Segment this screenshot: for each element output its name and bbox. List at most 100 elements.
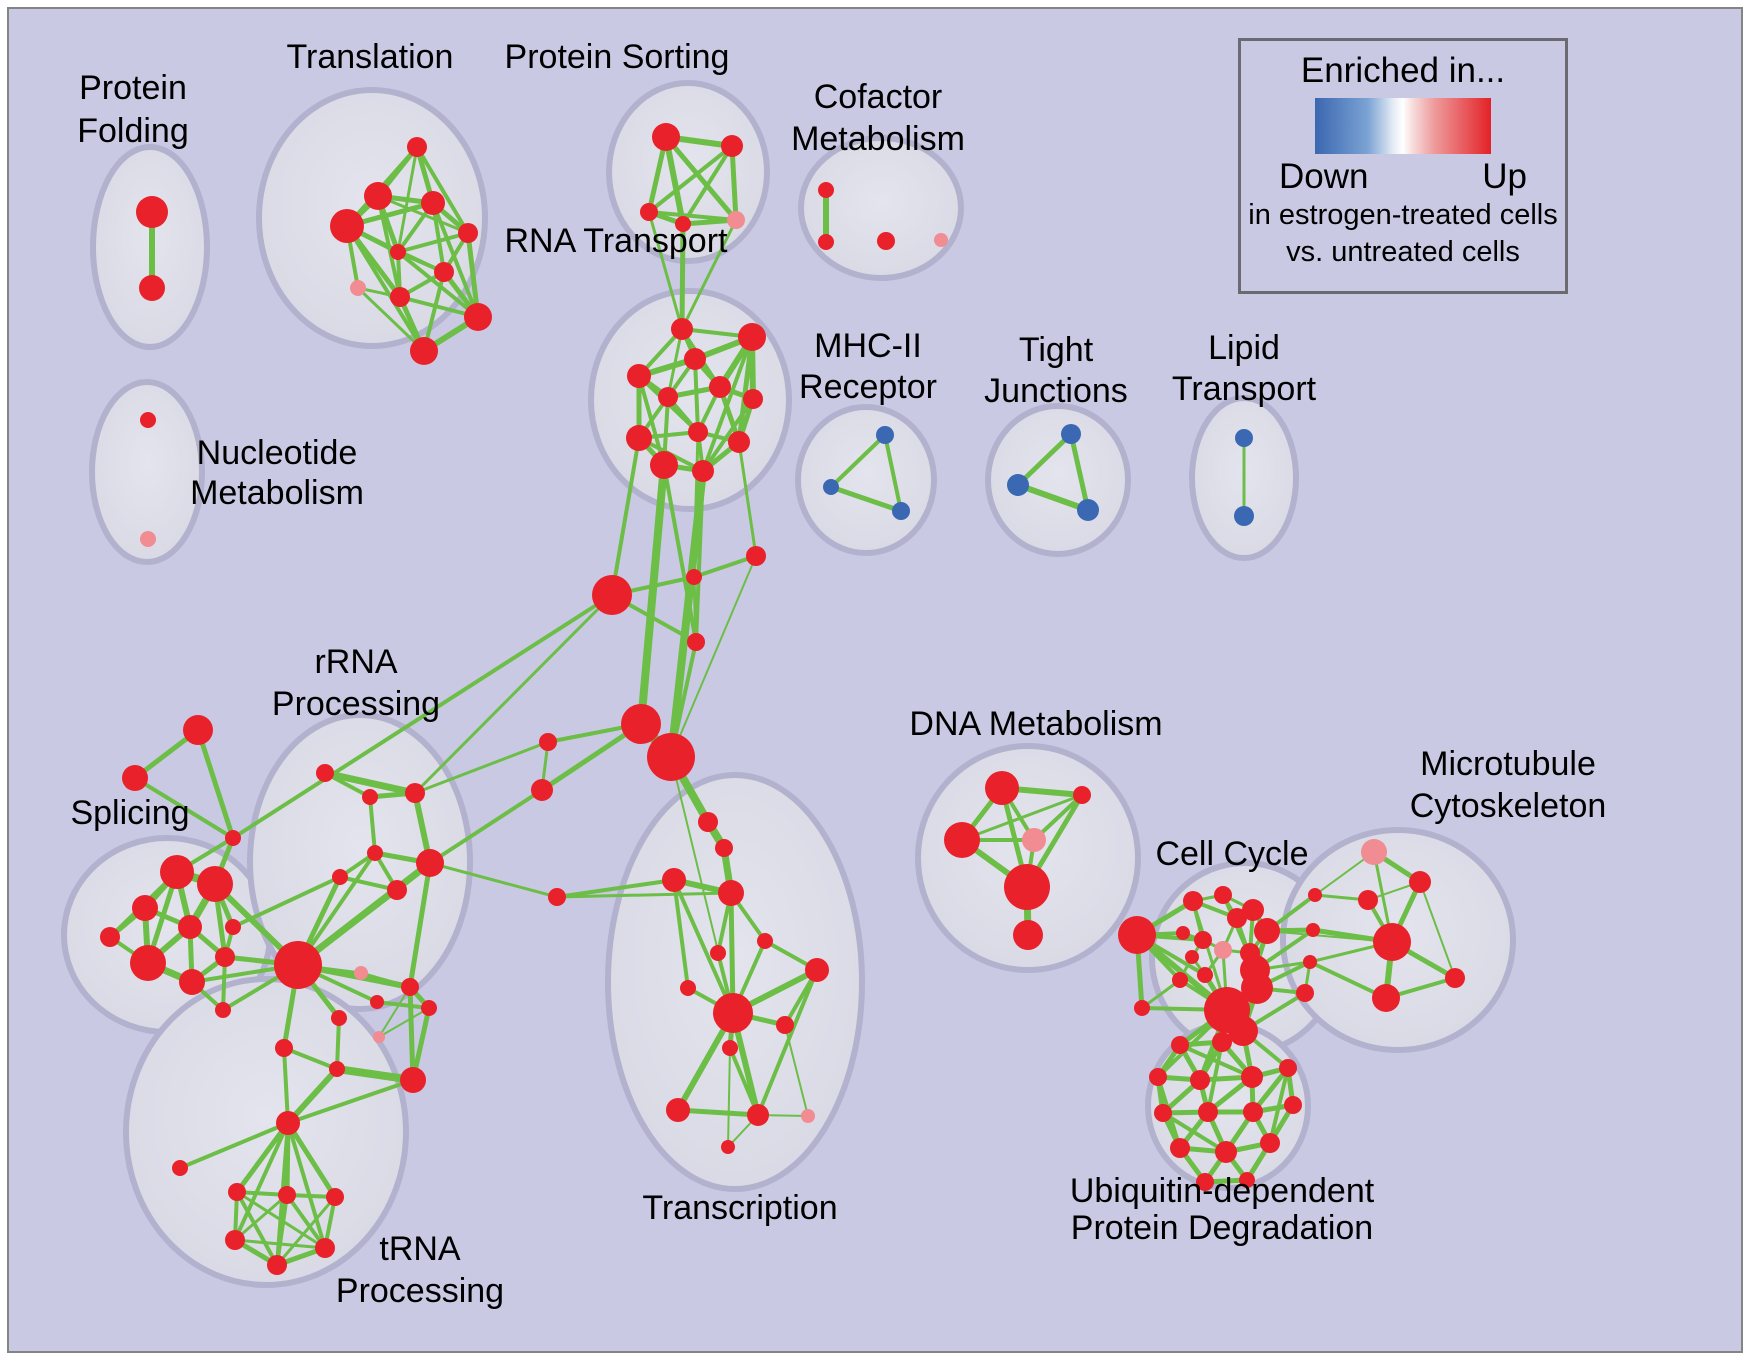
node-cc1: [1118, 916, 1156, 954]
node-rt8: [688, 422, 708, 442]
node-tr11: [410, 337, 438, 365]
edge-tj1-tj3: [1068, 431, 1091, 513]
node-rpbig: [274, 941, 322, 989]
node-tn1: [172, 1160, 188, 1176]
node-tr3: [421, 191, 445, 215]
node-rp11: [370, 995, 384, 1009]
cluster-label-mhc-ii-receptor-1: Receptor: [799, 368, 937, 406]
node-cc9: [1214, 941, 1232, 959]
node-cc3: [1214, 886, 1232, 904]
node-mt4: [1373, 923, 1411, 961]
node-tr8: [350, 280, 366, 296]
node-u6: [1279, 1059, 1297, 1077]
node-u2: [1212, 1032, 1232, 1052]
node-mh3: [892, 502, 910, 520]
node-rt11: [650, 451, 678, 479]
edge-tj1-tj2: [1015, 431, 1074, 488]
cluster-ellipse-mhc-ii-receptor: [795, 404, 937, 556]
edge-tn3-tn5: [233, 1193, 289, 1242]
cluster-label-nucleotide-metabolism-0: Nucleotide: [197, 434, 358, 472]
edge-tnhub-tn1: [178, 1121, 290, 1170]
legend-up-label: Up: [1482, 157, 1527, 196]
node-sp5: [100, 927, 120, 947]
node-ps2: [721, 135, 743, 157]
cluster-label-rna-transport-0: RNA Transport: [505, 222, 729, 260]
node-sp4: [178, 915, 202, 939]
node-dm2: [1073, 786, 1091, 804]
node-cc4: [1227, 908, 1247, 928]
edge-t4-t9: [728, 890, 736, 1016]
node-mh2: [823, 479, 839, 495]
node-cc6: [1254, 918, 1280, 944]
edge-tr2-tr5: [376, 194, 470, 235]
edge-rp9-rp15: [407, 984, 416, 1083]
cluster-label-rrna-processing-1: Processing: [272, 685, 440, 723]
legend-subtitle-line2: vs. untreated cells: [1286, 236, 1520, 268]
node-rt2: [738, 323, 766, 351]
edge-tnhub-tn2: [234, 1120, 291, 1195]
cluster-label-splicing-0: Splicing: [70, 794, 189, 832]
node-rp7: [416, 849, 444, 877]
node-rp13: [275, 1039, 293, 1057]
edge-ps4-rt1: [679, 221, 686, 332]
node-tr4: [330, 209, 364, 243]
node-u11: [1170, 1138, 1190, 1158]
node-tn2: [228, 1183, 246, 1201]
node-rp10: [331, 1010, 347, 1026]
edge-mh2-mh3: [828, 484, 904, 514]
edge-tnhub-tn7: [286, 1121, 327, 1250]
node-rt7: [743, 389, 763, 409]
node-tr10: [464, 303, 492, 331]
edge-t12-t13: [675, 1107, 761, 1118]
node-u10: [1284, 1096, 1302, 1114]
node-tn6: [267, 1255, 287, 1275]
node-sp7: [130, 945, 166, 981]
node-tj1: [1061, 424, 1081, 444]
edge-u7-u12: [1161, 1111, 1228, 1154]
cluster-label-lipid-transport-1: Transport: [1172, 370, 1317, 408]
cluster-label-trna-processing-1: Processing: [336, 1272, 504, 1310]
node-tr9: [390, 287, 410, 307]
node-u14: [1196, 1173, 1214, 1191]
node-lt1: [1235, 429, 1253, 447]
edge-rp14-tnhub: [285, 1066, 340, 1126]
node-tn3: [278, 1186, 296, 1204]
edge-c6a-rp3: [413, 740, 550, 795]
node-t9: [713, 993, 753, 1033]
node-t10: [776, 1016, 794, 1034]
node-cc12: [1197, 967, 1213, 983]
edge-tri1-sp11: [195, 727, 236, 841]
edge-tn3-tn6: [275, 1193, 289, 1267]
edge-tn2-tn7: [235, 1190, 327, 1250]
node-t4: [718, 880, 744, 906]
cluster-label-ubiquitin-degradation-1: Protein Degradation: [1071, 1209, 1373, 1247]
node-t15: [721, 1140, 735, 1154]
edge-rp2-rp4: [368, 795, 377, 855]
edge-tr4-tr11: [345, 224, 426, 353]
edge-tr8-tr11: [356, 286, 426, 353]
node-ps3: [640, 203, 658, 221]
node-cf2: [818, 234, 834, 250]
edge-rp1-rp3: [321, 769, 419, 797]
cluster-label-cofactor-metabolism-1: Metabolism: [791, 120, 965, 158]
edge-rt3-rt8: [693, 357, 700, 434]
cluster-label-trna-processing-0: tRNA: [379, 1230, 461, 1268]
node-rp12: [421, 1000, 437, 1016]
edge-sp6-rp6: [231, 875, 342, 929]
node-mh1: [876, 426, 894, 444]
node-ps1: [652, 123, 680, 151]
edge-rp13-rp14: [282, 1046, 339, 1071]
cluster-ellipse-cofactor-metabolism: [798, 135, 964, 281]
node-c4: [687, 633, 705, 651]
node-tnhub: [276, 1111, 300, 1135]
node-tr1: [407, 137, 427, 157]
node-u13: [1260, 1133, 1280, 1153]
node-rt1: [671, 318, 693, 340]
edge-rp7-rp9: [407, 860, 433, 990]
cluster-label-rrna-processing-0: rRNA: [314, 643, 397, 681]
edge-mh1-mh3: [883, 433, 903, 513]
cluster-label-cell-cycle-0: Cell Cycle: [1155, 835, 1308, 873]
edge-tnhub-tn5: [233, 1121, 290, 1242]
edge-rp15-tnhub: [286, 1078, 415, 1125]
